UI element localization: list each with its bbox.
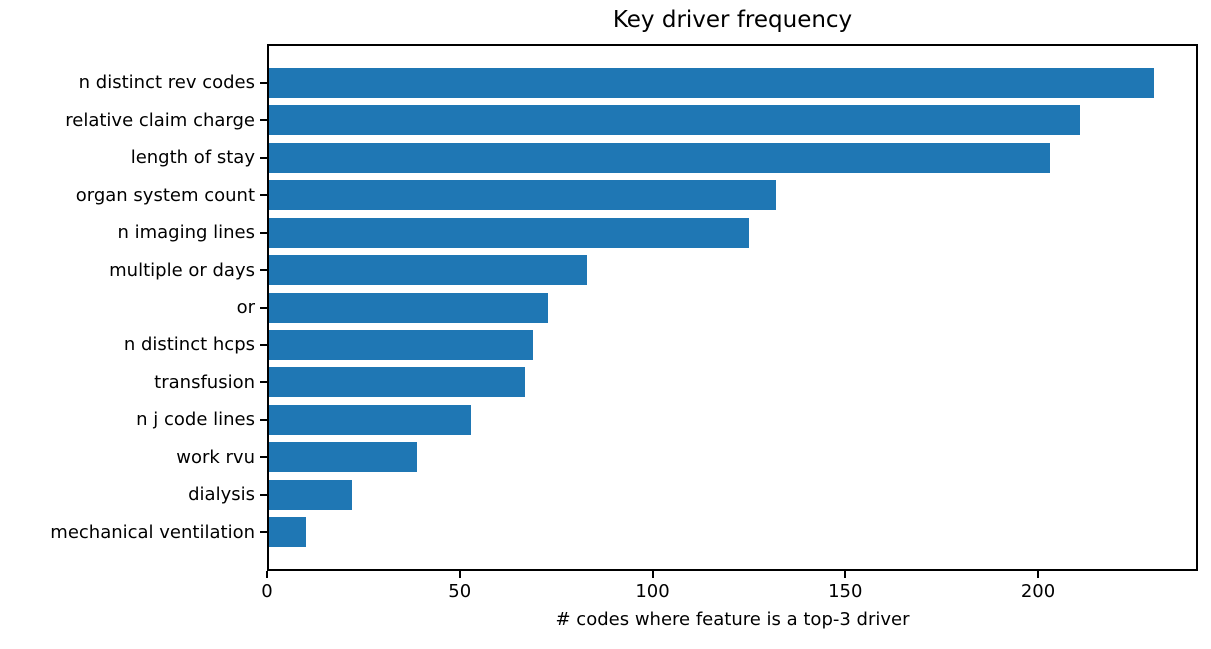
x-tick-mark [266, 571, 268, 578]
y-tick-label-multiple-or-days: multiple or days [109, 259, 255, 281]
y-tick-label-organ-system-count: organ system count [75, 184, 255, 206]
y-tick-mark [260, 81, 267, 84]
y-tick-mark [260, 531, 267, 534]
y-tick-mark [260, 381, 267, 384]
y-tick-label-length-of-stay: length of stay [130, 147, 255, 169]
y-tick-label-dialysis: dialysis [188, 484, 255, 506]
y-tick-mark [260, 493, 267, 496]
bar-n-imaging-lines [267, 217, 749, 248]
bar-mechanical-ventilation [267, 517, 306, 548]
x-tick-mark [844, 571, 847, 578]
bar-dialysis [267, 479, 352, 510]
x-tick-mark [651, 571, 654, 578]
y-tick-label-transfusion: transfusion [154, 371, 255, 393]
bar-or [267, 292, 549, 323]
y-tick-label-work-rvu: work rvu [176, 446, 255, 468]
bar-work-rvu [267, 442, 418, 473]
bar-n-j-code-lines [267, 404, 472, 435]
y-tick-mark [260, 269, 267, 272]
bar-multiple-or-days [267, 255, 587, 286]
y-tick-mark [260, 418, 267, 421]
y-tick-mark [260, 156, 267, 159]
x-tick-mark [458, 571, 461, 578]
x-axis-label: # codes where feature is a top-3 driver [555, 609, 910, 630]
y-tick-label-or: or [236, 297, 255, 318]
y-tick-label-n-distinct-rev-codes: n distinct rev codes [78, 72, 255, 94]
y-tick-label-n-imaging-lines: n imaging lines [117, 222, 255, 244]
x-tick-label-200: 200 [1020, 581, 1056, 602]
x-tick-label-0: 0 [261, 581, 273, 602]
y-tick-label-mechanical-ventilation: mechanical ventilation [50, 521, 255, 543]
y-tick-label-n-j-code-lines: n j code lines [136, 409, 255, 431]
bar-transfusion [267, 367, 526, 398]
y-tick-mark [260, 343, 267, 346]
y-tick-label-n-distinct-hcps: n distinct hcps [123, 334, 255, 356]
x-tick-label-150: 150 [828, 581, 863, 602]
bar-length-of-stay [267, 142, 1050, 173]
y-tick-mark [260, 456, 267, 459]
bar-relative-claim-charge [267, 105, 1081, 136]
y-tick-mark [260, 119, 267, 122]
x-tick-label-50: 50 [448, 581, 472, 602]
y-tick-mark [260, 306, 267, 309]
bar-n-distinct-hcps [267, 329, 533, 360]
bar-n-distinct-rev-codes [267, 67, 1154, 98]
y-tick-mark [260, 231, 267, 234]
x-tick-mark [1037, 571, 1039, 578]
x-tick-label-100: 100 [635, 581, 670, 602]
bar-organ-system-count [267, 180, 776, 211]
chart-title: Key driver frequency [612, 7, 853, 33]
y-tick-mark [260, 194, 267, 197]
plot-area [267, 44, 1198, 571]
y-tick-label-relative-claim-charge: relative claim charge [65, 109, 255, 131]
